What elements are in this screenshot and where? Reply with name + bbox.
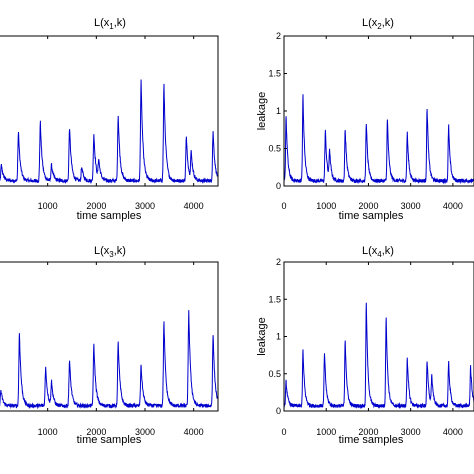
x-tick-label: 2000 [86,201,106,211]
subplot-title: L(x2,k) [362,17,394,31]
plot-frame [283,35,474,187]
x-tick-label: 3000 [135,201,155,211]
x-tick-label: 2000 [358,427,378,437]
x-tick-label: 4000 [184,201,204,211]
y-tick-label: 1 [276,332,281,342]
y-tick-label: 1 [276,106,281,116]
signal-line [284,302,474,410]
y-axis-label: leakage [256,92,268,131]
subplot-3: 1000 2000 3000 4000 L(x3,k) time samples [0,245,219,446]
x-tick-label: 4000 [443,201,463,211]
x-axis-label: time samples [339,210,404,222]
x-tick-label: 4000 [184,427,204,437]
x-tick-label: 1000 [38,427,58,437]
plot-frame [0,35,219,187]
y-tick-label: 0.5 [268,144,281,154]
subplot-title: L(x4,k) [362,245,394,259]
y-tick-label: 2 [276,257,281,267]
subplot-4: 0 1000 2000 3000 4000 0 0.5 1 1.5 2 L(x4,k) time sa… [256,245,474,446]
y-tick-label: 1.5 [268,294,281,304]
x-tick-label: 1000 [316,427,336,437]
signal-line [0,79,218,185]
x-tick-label: 4000 [443,427,463,437]
x-tick-label: 0 [281,427,286,437]
signal-line [0,310,218,410]
x-axis-label: time samples [77,434,142,446]
x-tick-label: 3000 [401,201,421,211]
plot-frame [0,261,219,412]
y-tick-label: 0 [276,181,281,191]
y-tick-label: 1.5 [268,69,281,79]
x-tick-label: 3000 [135,427,155,437]
y-axis-label: leakage [256,317,268,356]
subplot-2: 0 1000 2000 3000 4000 0 0.5 1 1.5 2 L(x2,k) time sa… [256,17,474,222]
x-tick-label: 2000 [358,201,378,211]
x-tick-label: 1000 [38,201,58,211]
y-tick-label: 0.5 [268,369,281,379]
subplot-title: L(x1,k) [94,17,126,31]
x-tick-label: 1000 [316,201,336,211]
plot-frame [283,261,474,412]
y-tick-label: 0 [276,406,281,416]
x-tick-label: 0 [281,201,286,211]
signal-line [284,94,474,185]
subplot-1: 1000 2000 3000 4000 L(x1,k) time samples [0,17,219,222]
x-axis-label: time samples [339,434,404,446]
x-tick-label: 2000 [86,427,106,437]
x-axis-label: time samples [77,210,142,222]
x-tick-label: 3000 [401,427,421,437]
y-tick-label: 2 [276,31,281,41]
subplot-title: L(x3,k) [94,245,126,259]
